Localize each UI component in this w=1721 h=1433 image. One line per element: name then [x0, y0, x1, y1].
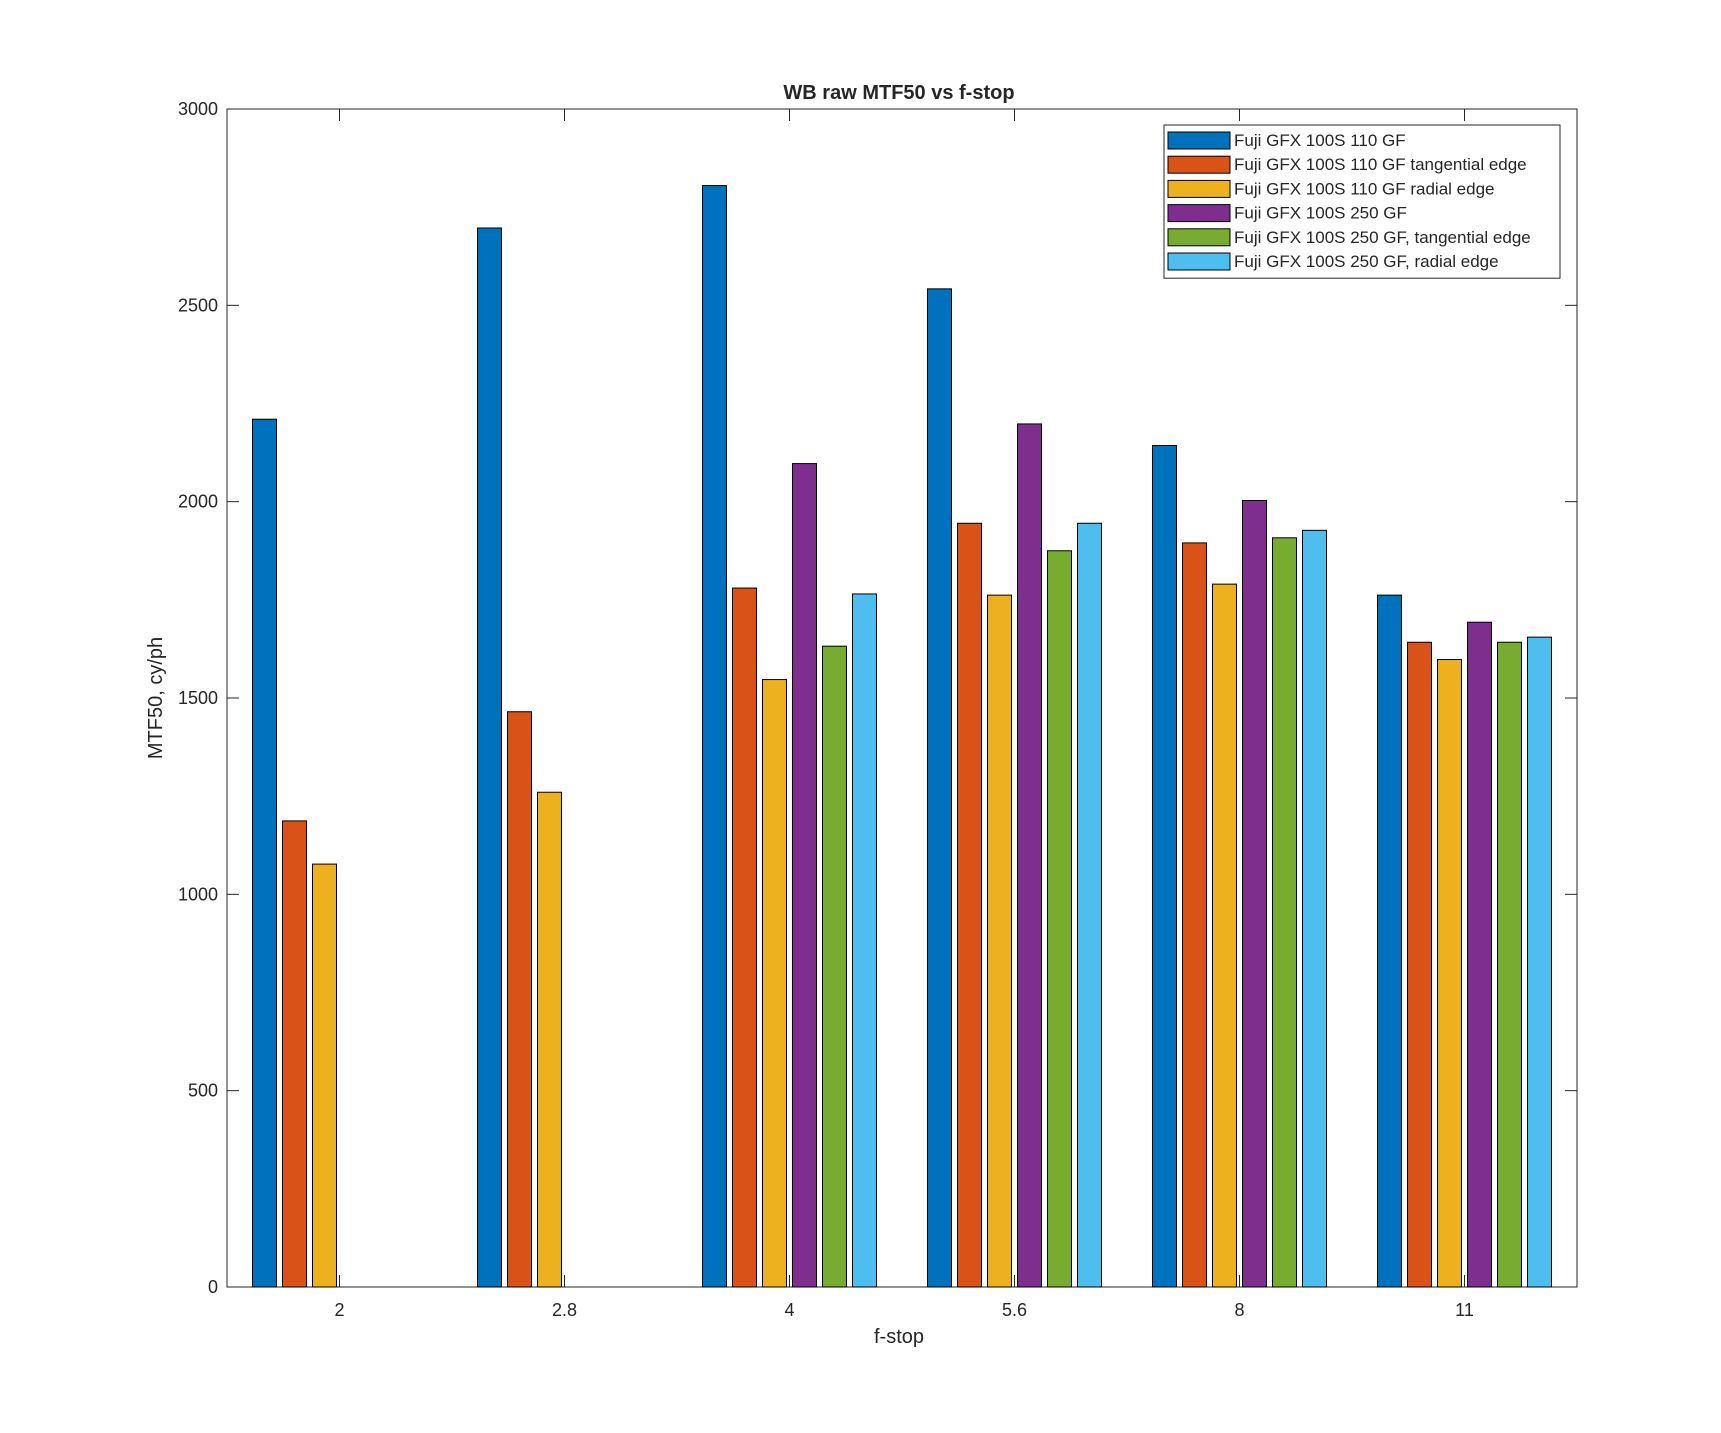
- bar-fuji-gfx-100s-110-gf-radial-edge-f11: [1437, 659, 1462, 1288]
- bar-fuji-gfx-100s-110-gf-tangential-edge-f11: [1407, 641, 1432, 1288]
- x-tick-label: 2.8: [552, 1300, 577, 1320]
- y-tick-label: 1000: [178, 884, 218, 904]
- bar-fuji-gfx-100s-250-gf-f4: [792, 463, 817, 1288]
- bar-fuji-gfx-100s-250-gf-radial-edge-f11: [1527, 636, 1552, 1288]
- bar-fuji-gfx-100s-110-gf-f4: [702, 185, 727, 1288]
- legend-entry-label: Fuji GFX 100S 250 GF, tangential edge: [1234, 228, 1531, 247]
- legend-entry-label: Fuji GFX 100S 110 GF: [1234, 131, 1406, 150]
- bar-fuji-gfx-100s-250-gf-f11: [1467, 621, 1492, 1288]
- bar-fuji-gfx-100s-250-gf-radial-edge-f5_6: [1077, 522, 1102, 1288]
- x-tick-label: 11: [1455, 1300, 1474, 1320]
- y-tick-label: 2500: [178, 295, 218, 315]
- bar-fuji-gfx-100s-110-gf-tangential-edge-f4: [732, 587, 757, 1288]
- bar-fuji-gfx-100s-110-gf-tangential-edge-f2_8: [507, 711, 532, 1288]
- bar-fuji-gfx-100s-110-gf-radial-edge-f8: [1212, 583, 1237, 1288]
- bar-fuji-gfx-100s-110-gf-f8: [1152, 445, 1177, 1288]
- bar-fuji-gfx-100s-110-gf-f2: [252, 418, 277, 1288]
- legend-swatch: [1167, 179, 1231, 198]
- y-tick-label: 0: [208, 1277, 218, 1297]
- bar-fuji-gfx-100s-250-gf-tangential-edge-f5_6: [1047, 550, 1072, 1288]
- bar-fuji-gfx-100s-110-gf-f11: [1377, 594, 1402, 1288]
- legend-swatch: [1167, 228, 1231, 247]
- bar-fuji-gfx-100s-250-gf-tangential-edge-f8: [1272, 537, 1297, 1288]
- bar-fuji-gfx-100s-110-gf-f5_6: [927, 288, 952, 1288]
- x-tick-label: 2: [334, 1300, 344, 1320]
- y-tick-label: 500: [188, 1081, 218, 1101]
- legend-swatch: [1167, 204, 1231, 223]
- bar-fuji-gfx-100s-250-gf-tangential-edge-f11: [1497, 641, 1522, 1288]
- bar-fuji-gfx-100s-110-gf-tangential-edge-f8: [1182, 542, 1207, 1288]
- x-tick-label: 8: [1234, 1300, 1244, 1320]
- bar-fuji-gfx-100s-250-gf-radial-edge-f4: [852, 593, 877, 1288]
- x-tick-label: 5.6: [1002, 1300, 1027, 1320]
- bar-fuji-gfx-100s-250-gf-f5_6: [1017, 423, 1042, 1288]
- chart-title: WB raw MTF50 vs f-stop: [783, 82, 1014, 104]
- legend-swatch: [1167, 155, 1231, 174]
- legend-entry-label: Fuji GFX 100S 250 GF: [1234, 204, 1407, 223]
- legend-entry-label: Fuji GFX 100S 110 GF radial edge: [1234, 179, 1495, 198]
- bar-fuji-gfx-100s-110-gf-radial-edge-f5_6: [987, 594, 1012, 1288]
- legend-entry-label: Fuji GFX 100S 250 GF, radial edge: [1234, 252, 1499, 271]
- y-tick-label: 2000: [178, 492, 218, 512]
- bar-fuji-gfx-100s-110-gf-tangential-edge-f2: [282, 820, 307, 1288]
- bar-fuji-gfx-100s-110-gf-f2_8: [477, 227, 502, 1288]
- y-tick-label: 1500: [178, 688, 218, 708]
- x-tick-label: 4: [784, 1300, 794, 1320]
- legend-swatch: [1167, 252, 1231, 271]
- legend-swatch: [1167, 131, 1231, 150]
- bar-fuji-gfx-100s-250-gf-f8: [1242, 499, 1267, 1288]
- bar-fuji-gfx-100s-250-gf-tangential-edge-f4: [822, 645, 847, 1288]
- bar-fuji-gfx-100s-110-gf-radial-edge-f4: [762, 679, 787, 1288]
- axes-box: [226, 108, 1578, 1288]
- y-axis-label: MTF50, cy/ph: [145, 637, 167, 759]
- y-tick-label: 3000: [178, 99, 218, 119]
- bar-fuji-gfx-100s-110-gf-radial-edge-f2: [312, 863, 337, 1288]
- x-axis-label: f-stop: [874, 1326, 924, 1348]
- bar-fuji-gfx-100s-110-gf-tangential-edge-f5_6: [957, 522, 982, 1288]
- bar-fuji-gfx-100s-110-gf-radial-edge-f2_8: [537, 791, 562, 1288]
- plot-area: 0 500 1000 1500 2000 2500 3000 2 2.8 4 5.6 8 11: [178, 99, 1578, 1320]
- bar-fuji-gfx-100s-250-gf-radial-edge-f8: [1302, 529, 1327, 1288]
- legend: Fuji GFX 100S 110 GF Fuji GFX 100S 110 GF…: [1163, 124, 1561, 279]
- legend-entry-label: Fuji GFX 100S 110 GF tangential edge: [1234, 155, 1527, 174]
